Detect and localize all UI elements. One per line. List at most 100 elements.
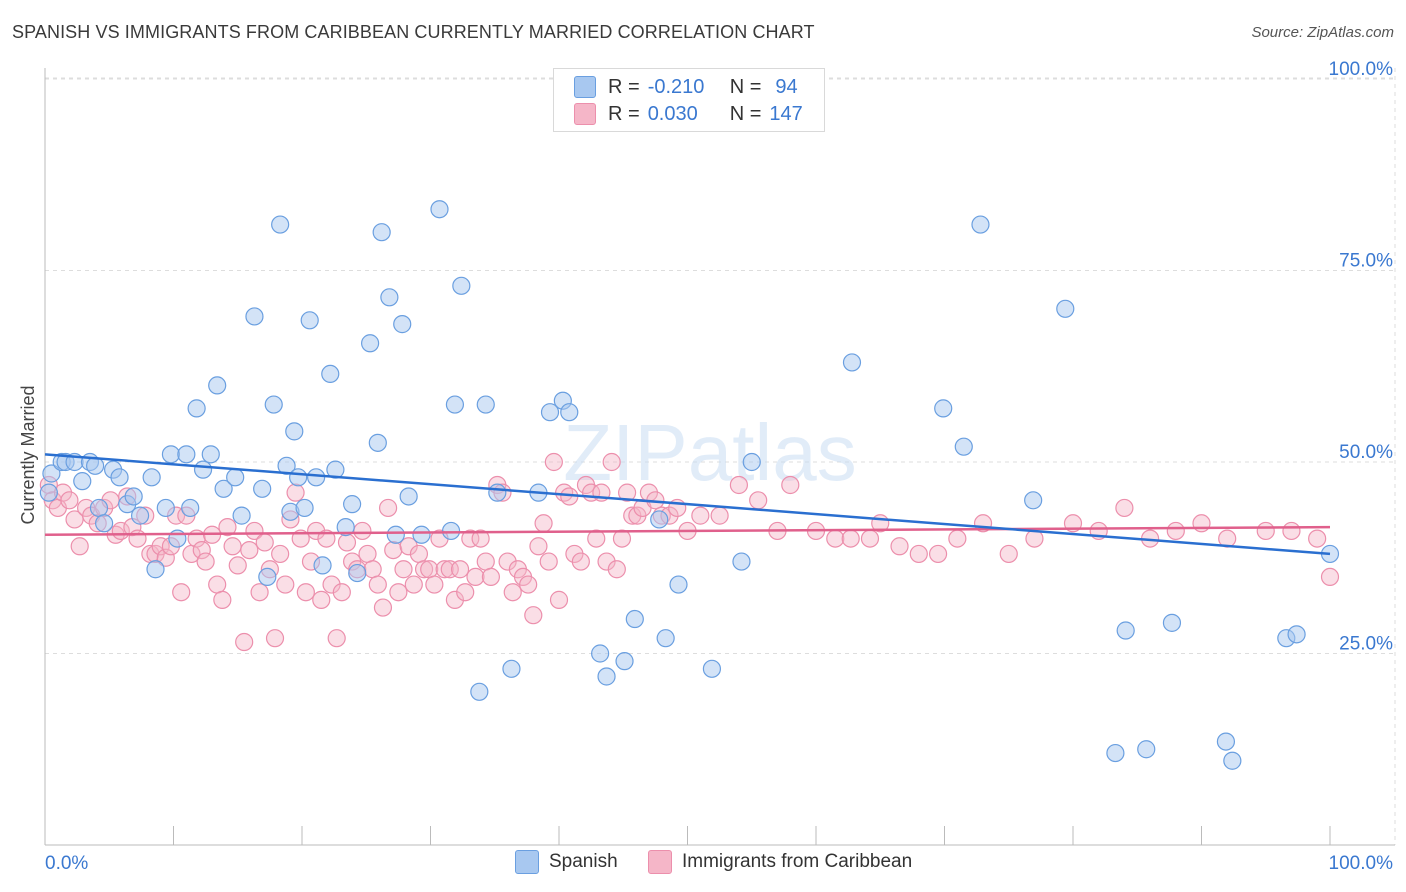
x-tick-label: 100.0%: [1329, 853, 1394, 874]
data-point-caribbean: [228, 556, 247, 575]
data-point-caribbean: [156, 548, 175, 567]
legend-item-spanish[interactable]: Spanish: [515, 850, 618, 874]
data-point-spanish: [742, 452, 761, 472]
legend-label-caribbean: Immigrants from Caribbean: [682, 851, 913, 872]
data-point-spanish: [201, 445, 220, 464]
data-point-caribbean: [213, 590, 232, 609]
data-point-caribbean: [445, 590, 465, 609]
data-point-spanish: [1216, 732, 1236, 751]
data-point-caribbean: [450, 560, 470, 579]
data-point-spanish: [560, 403, 579, 422]
data-point-caribbean: [481, 567, 500, 587]
data-point-caribbean: [440, 560, 459, 579]
data-point-caribbean: [327, 629, 346, 648]
data-point-caribbean: [519, 575, 538, 594]
data-point-spanish: [285, 422, 304, 441]
data-point-spanish: [336, 518, 355, 537]
data-point-spanish: [386, 525, 405, 544]
data-point-caribbean: [597, 552, 616, 571]
data-point-caribbean: [414, 560, 434, 579]
data-point-spanish: [615, 652, 634, 671]
data-point-spanish: [1106, 743, 1125, 763]
data-point-spanish: [361, 334, 380, 353]
data-point-spanish: [187, 399, 206, 418]
data-point-caribbean: [1308, 529, 1327, 548]
data-point-spanish: [452, 276, 471, 295]
data-point-spanish: [842, 353, 862, 372]
data-point-caribbean: [466, 567, 485, 587]
data-point-caribbean: [999, 544, 1018, 564]
legend-n-label: N =: [729, 102, 762, 125]
data-point-caribbean: [235, 632, 254, 652]
data-point-spanish: [656, 629, 675, 648]
data-point-caribbean: [749, 491, 768, 510]
data-point-spanish: [591, 644, 610, 663]
data-point-caribbean: [384, 540, 403, 560]
legend-r-value: -0.210: [647, 75, 705, 98]
data-point-spanish: [488, 483, 507, 502]
data-point-spanish: [348, 563, 367, 583]
data-point-spanish: [476, 395, 495, 414]
x-tick-label: 0.0%: [45, 853, 88, 874]
x-tick-labels: 0.0% 100.0%: [45, 853, 1393, 874]
data-point-spanish: [95, 514, 114, 533]
data-point-caribbean: [890, 537, 909, 556]
data-point-caribbean: [781, 475, 800, 495]
data-point-caribbean: [378, 498, 398, 518]
legend-r-label: R =: [608, 75, 640, 98]
data-point-caribbean: [151, 537, 170, 556]
legend-n-value: 147: [769, 102, 803, 125]
y-tick-label: 50.0%: [1339, 442, 1393, 463]
axes: [44, 68, 1395, 846]
legend-label-spanish: Spanish: [549, 851, 618, 872]
data-point-spanish: [368, 433, 387, 452]
data-point-spanish: [258, 567, 277, 587]
data-point-caribbean: [826, 529, 845, 548]
data-point-spanish: [326, 460, 345, 479]
data-point-caribbean: [860, 529, 880, 548]
data-point-caribbean: [587, 529, 606, 548]
data-point-caribbean: [729, 475, 749, 495]
data-point-caribbean: [196, 552, 215, 571]
data-point-spanish: [232, 506, 251, 525]
y-tick-label: 25.0%: [1339, 634, 1393, 655]
legend-item-caribbean[interactable]: Immigrants from Caribbean: [648, 850, 912, 874]
data-point-spanish: [289, 468, 308, 487]
data-point-spanish: [470, 682, 489, 701]
legend-r-label: R =: [608, 102, 640, 125]
data-point-spanish: [42, 464, 61, 483]
data-point-spanish: [156, 498, 175, 518]
trend-lines: [44, 453, 1331, 556]
data-point-spanish: [934, 399, 953, 418]
chart-title: SPANISH VS IMMIGRANTS FROM CARIBBEAN CUR…: [12, 22, 815, 42]
data-point-spanish: [208, 376, 227, 395]
data-point-spanish: [214, 479, 233, 498]
source-label: Source: ZipAtlas.com: [1251, 24, 1394, 41]
data-point-caribbean: [307, 521, 326, 541]
data-point-spanish: [168, 529, 187, 548]
data-point-caribbean: [544, 452, 563, 472]
data-point-caribbean: [529, 537, 548, 556]
legend-swatch-spanish: [515, 850, 539, 874]
data-point-spanish: [300, 311, 319, 330]
data-point-spanish: [264, 395, 283, 414]
trend-line-spanish: [44, 453, 1331, 556]
data-point-spanish: [1287, 625, 1306, 644]
data-point-caribbean: [250, 583, 269, 602]
data-point-spanish: [441, 521, 461, 541]
data-point-spanish: [277, 456, 296, 475]
correlation-legend: R = -0.210 N = 94 R = 0.030 N = 147: [553, 68, 825, 132]
data-point-caribbean: [1256, 521, 1275, 541]
data-point-caribbean: [286, 483, 305, 502]
y-axis-label: Currently Married: [18, 385, 38, 524]
data-point-spanish: [393, 315, 412, 334]
data-point-caribbean: [296, 583, 315, 602]
data-point-spanish: [702, 659, 722, 678]
data-point-caribbean: [322, 575, 341, 594]
y-tick-label: 100.0%: [1329, 59, 1394, 80]
watermark: ZIPatlas: [563, 408, 856, 497]
data-point-spanish: [124, 487, 143, 506]
data-point-caribbean: [404, 575, 423, 594]
legend-swatch-caribbean: [574, 103, 596, 125]
data-point-spanish: [161, 445, 181, 464]
